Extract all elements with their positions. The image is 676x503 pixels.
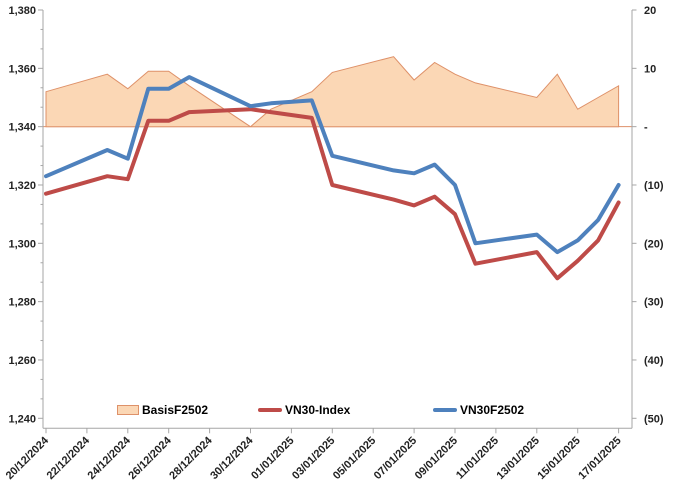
legend-item-vn30-index: VN30-Index — [258, 401, 350, 419]
x-axis-label: 15/01/2025 — [535, 435, 582, 482]
right-axis-label: 20 — [644, 5, 656, 17]
right-axis-label: (30) — [644, 297, 664, 309]
left-axis-label: 1,300 — [8, 238, 36, 250]
right-axis-label: (50) — [644, 413, 664, 425]
right-axis-label: 10 — [644, 63, 656, 75]
left-axis-label: 1,280 — [8, 297, 36, 309]
right-axis-label: - — [644, 122, 648, 134]
legend-item-vn30f2502: VN30F2502 — [433, 401, 524, 419]
right-axis-label: (20) — [644, 238, 664, 250]
legend-item-basisf2502: BasisF2502 — [117, 401, 208, 419]
x-axis-label: 07/01/2025 — [372, 435, 419, 482]
left-axis-label: 1,320 — [8, 180, 36, 192]
legend-label-vn30f2502: VN30F2502 — [460, 403, 525, 417]
legend-label-vn30-index: VN30-Index — [285, 403, 351, 417]
x-axis-label: 09/01/2025 — [413, 435, 460, 482]
right-axis-label: (10) — [644, 180, 664, 192]
x-axis-label: 13/01/2025 — [495, 435, 542, 482]
right-axis-label: (40) — [644, 355, 664, 367]
chart-legend: BasisF2502 VN30-Index VN30F2502 — [0, 401, 676, 421]
left-axis-label: 1,380 — [8, 5, 36, 17]
vn30-index-line-swatch — [258, 408, 282, 412]
left-axis-label: 1,240 — [8, 413, 36, 425]
left-axis-label: 1,360 — [8, 63, 36, 75]
x-axis-label: 17/01/2025 — [576, 435, 623, 482]
x-axis-label: 11/01/2025 — [454, 435, 501, 482]
left-axis-label: 1,340 — [8, 122, 36, 134]
vn30-index-line-series — [44, 107, 621, 281]
vn30f2502-line-series — [44, 75, 621, 255]
legend-label-basisf2502: BasisF2502 — [142, 403, 209, 417]
x-axis-label: 01/01/2025 — [249, 435, 296, 482]
x-axis-label: 03/01/2025 — [290, 435, 337, 482]
vn30f2502-line-swatch — [433, 408, 457, 412]
x-axis-label: 05/01/2025 — [331, 435, 378, 482]
axis-lines — [42, 10, 633, 429]
left-axis-label: 1,260 — [8, 355, 36, 367]
basis-area-swatch — [117, 405, 139, 415]
basis-area-series — [45, 56, 620, 128]
